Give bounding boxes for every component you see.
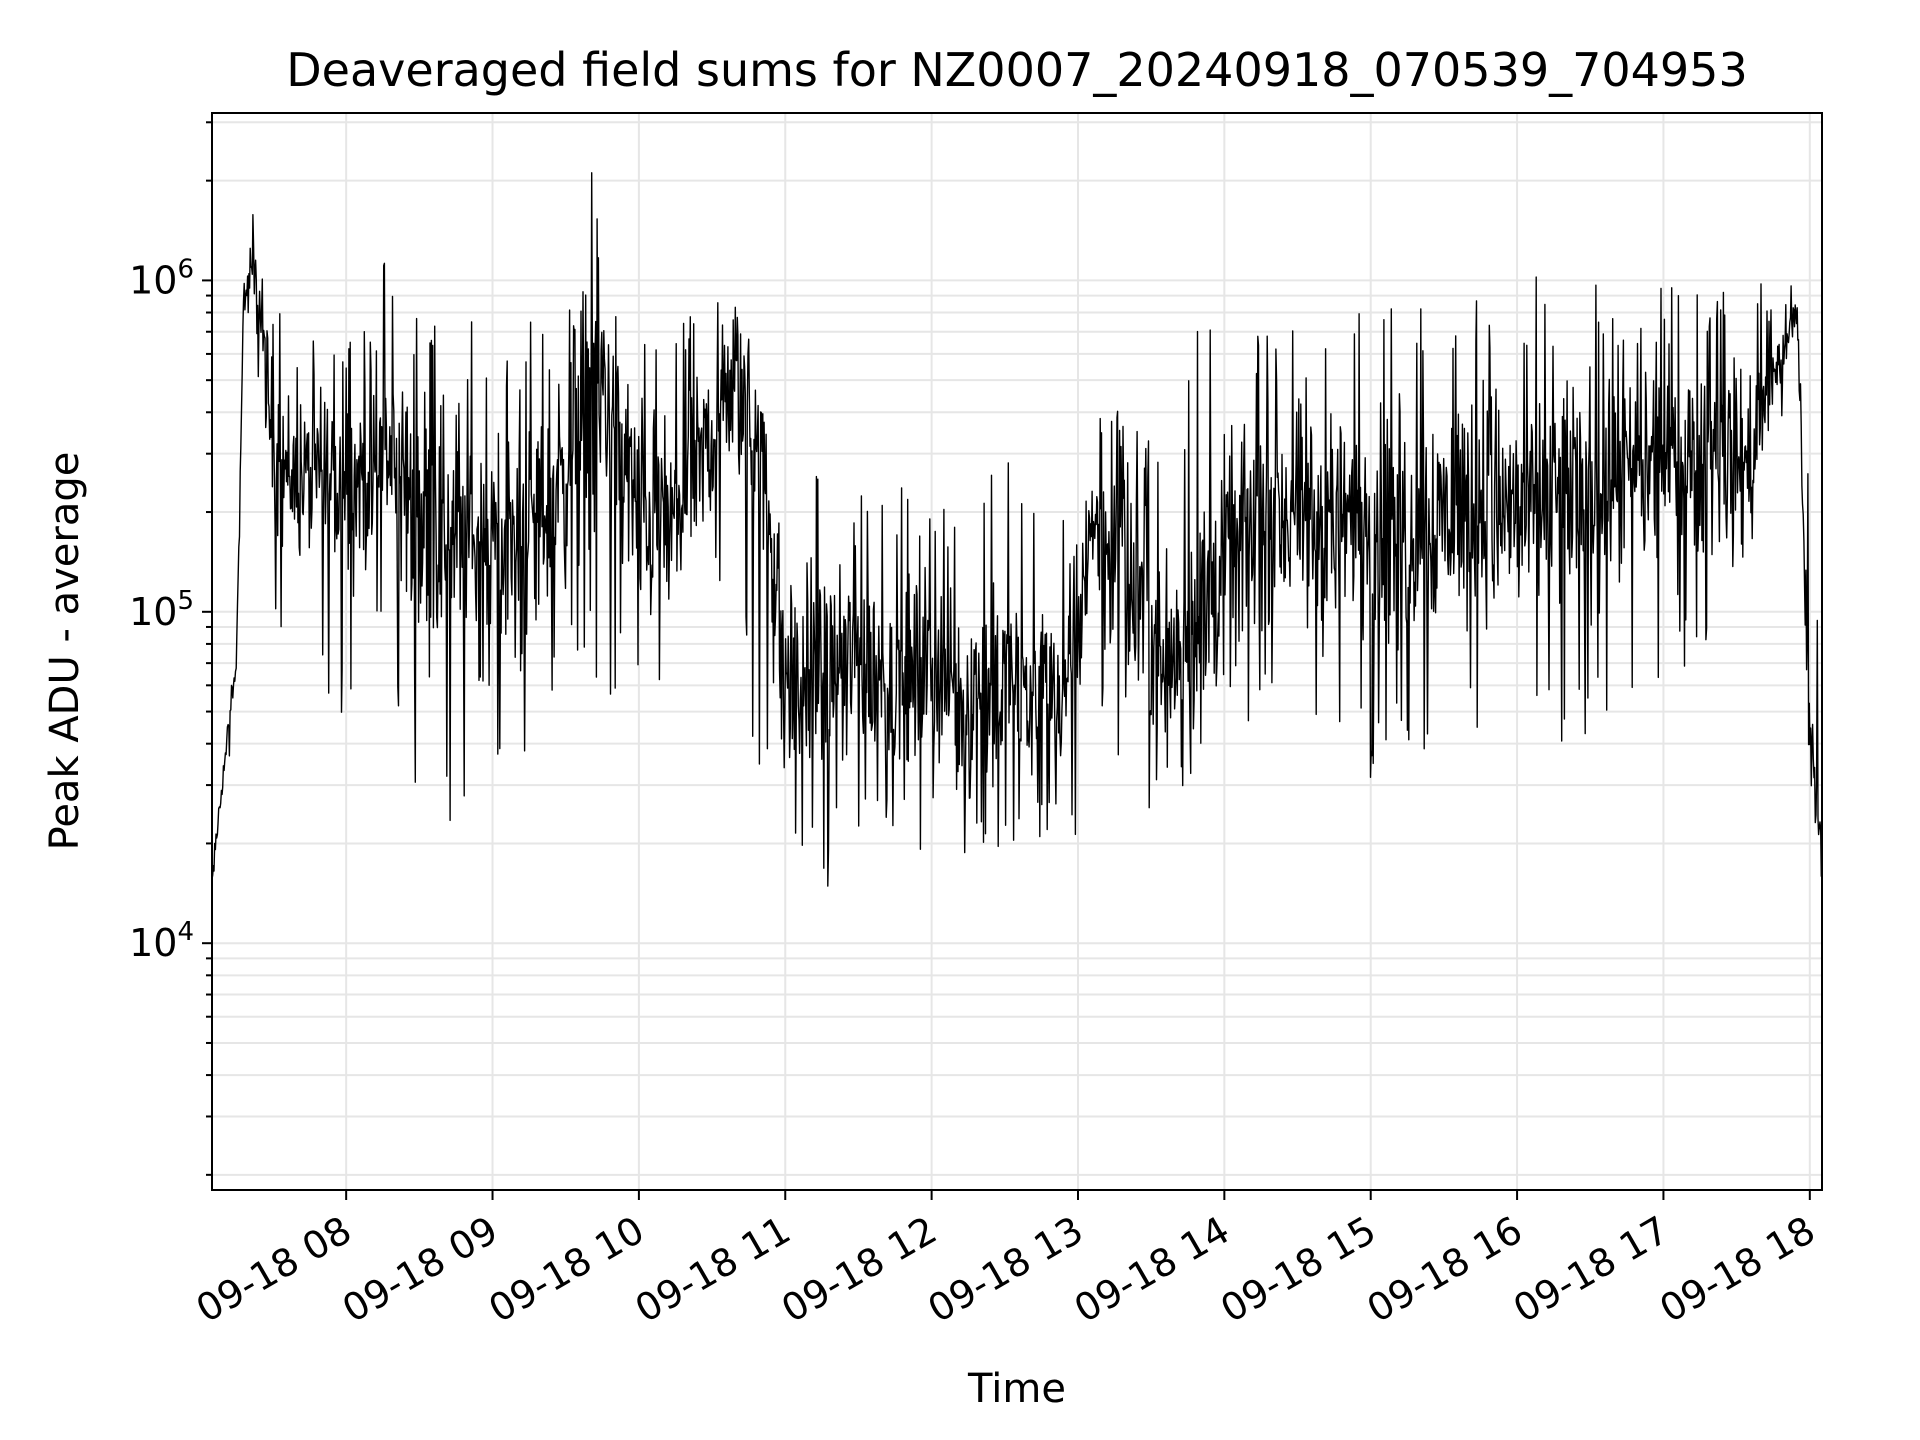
series-line bbox=[212, 172, 1822, 887]
plot-frame bbox=[211, 112, 1823, 1191]
y-tick-label: 104 bbox=[129, 917, 194, 965]
chart-title: Deaveraged field sums for NZ0007_2024091… bbox=[286, 43, 1747, 97]
y-axis-label: Peak ADU - average bbox=[42, 452, 88, 851]
y-tick-label: 105 bbox=[129, 586, 194, 634]
y-tick-label: 106 bbox=[129, 254, 194, 302]
y-axis-ticks: 104 105 106 bbox=[129, 121, 212, 1176]
series-trace bbox=[212, 172, 1822, 887]
x-axis-label: Time bbox=[967, 1366, 1066, 1412]
